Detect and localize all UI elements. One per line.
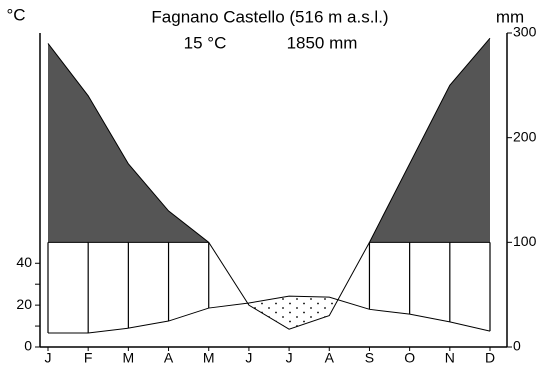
x-tick-label: F — [84, 350, 93, 366]
x-tick-label: M — [203, 350, 215, 366]
y-tick-label: 40 — [16, 254, 32, 270]
series-line — [48, 295, 491, 334]
y-label: °C — [6, 5, 25, 24]
y2-label: mm — [496, 7, 524, 26]
wet-area — [48, 38, 490, 243]
x-tick-label: J — [45, 350, 52, 366]
y2-tick-label: 100 — [513, 233, 537, 249]
chart-title: Fagnano Castello (516 m a.s.l.) — [151, 7, 388, 26]
x-tick-label: D — [485, 350, 495, 366]
y2-tick-label: 300 — [513, 24, 537, 40]
x-tick-label: J — [286, 350, 293, 366]
y2-tick-label: 0 — [513, 338, 521, 354]
x-tick-label: A — [164, 350, 174, 366]
mean-temperature: 15 °C — [184, 33, 227, 52]
series-line — [47, 37, 491, 330]
y-tick-label: 20 — [16, 296, 32, 312]
x-tick-label: A — [325, 350, 335, 366]
x-tick-label: N — [445, 350, 455, 366]
x-tick-label: S — [365, 350, 374, 366]
y2-tick-label: 200 — [513, 128, 537, 144]
x-tick-label: J — [245, 350, 252, 366]
y-tick-label: 0 — [24, 338, 32, 354]
annual-precipitation: 1850 mm — [287, 33, 358, 52]
x-tick-label: O — [404, 350, 415, 366]
x-tick-label: M — [123, 350, 135, 366]
